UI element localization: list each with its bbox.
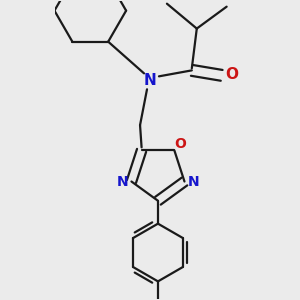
Text: N: N (117, 175, 128, 188)
Text: N: N (144, 73, 156, 88)
Text: N: N (188, 175, 199, 188)
Text: O: O (174, 137, 186, 152)
Text: O: O (225, 67, 238, 82)
